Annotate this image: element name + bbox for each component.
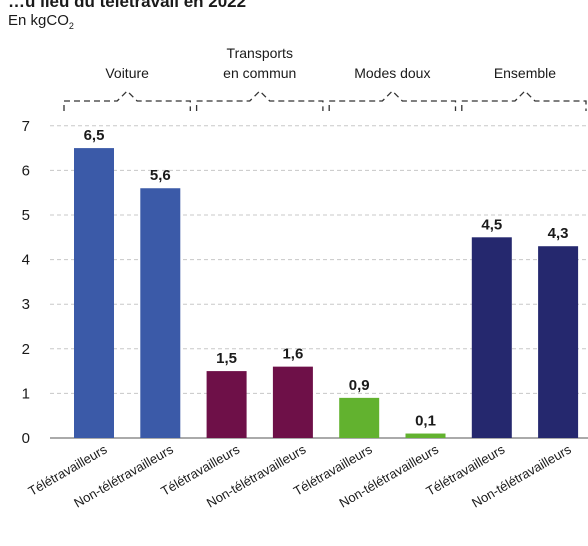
group-bracket — [461, 90, 587, 111]
data-label: 1,6 — [282, 346, 303, 363]
group-bracket — [195, 90, 324, 111]
y-tick-label: 0 — [22, 430, 30, 447]
y-tick-label: 6 — [22, 162, 30, 179]
group-label: Voiture — [105, 65, 149, 81]
data-label: 4,5 — [481, 216, 502, 233]
group-label: Transports — [227, 45, 293, 61]
group-bracket — [328, 90, 457, 111]
group-label: Ensemble — [494, 65, 556, 81]
bar — [272, 366, 313, 438]
y-tick-label: 2 — [22, 341, 30, 358]
group-label: Modes doux — [354, 65, 430, 81]
group-label: en commun — [223, 65, 296, 81]
y-tick-label: 4 — [22, 252, 30, 269]
y-tick-label: 7 — [22, 118, 30, 135]
unit-subscript: 2 — [68, 21, 74, 31]
data-label: 5,6 — [150, 167, 171, 184]
chart-title: …u lieu du télétravail en 2022 — [8, 0, 247, 11]
bars — [74, 148, 579, 438]
bar — [538, 246, 579, 438]
bar — [74, 148, 114, 438]
bar — [140, 188, 181, 438]
data-label: 0,9 — [349, 377, 370, 394]
data-label: 4,3 — [548, 225, 569, 242]
y-tick-label: 1 — [22, 385, 30, 402]
group-bracket — [63, 90, 191, 111]
bar — [339, 397, 380, 438]
unit-label: En kgCO — [8, 12, 69, 29]
data-label: 0,1 — [415, 413, 436, 430]
data-label: 6,5 — [84, 127, 105, 144]
y-tick-label: 3 — [22, 296, 30, 313]
data-label: 1,5 — [216, 350, 237, 367]
group-brackets — [63, 90, 587, 111]
bar — [206, 371, 247, 438]
bar — [405, 433, 446, 438]
bar — [471, 237, 512, 438]
y-tick-label: 5 — [22, 207, 30, 224]
chart-subtitle: En kgCO2 — [8, 12, 74, 31]
